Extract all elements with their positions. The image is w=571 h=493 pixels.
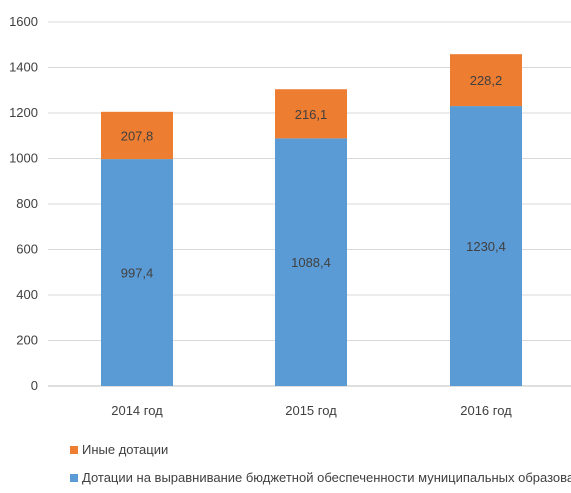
y-tick-label: 400: [16, 287, 38, 302]
y-axis: 0 200 400 600 800 1000 1200 1400 1600: [9, 14, 38, 393]
legend-item-other-subsidies: Иные дотации: [70, 442, 168, 457]
y-tick-label: 600: [16, 242, 38, 257]
legend-label-other: Иные дотации: [82, 442, 169, 457]
y-tick-label: 1600: [9, 14, 38, 29]
legend-label-equalization: Дотации на выравнивание бюджетной обеспе…: [82, 470, 571, 485]
x-tick-label: 2015 год: [285, 403, 337, 418]
y-tick-label: 800: [16, 196, 38, 211]
y-tick-label: 1400: [9, 60, 38, 75]
data-label: 228,2: [470, 73, 503, 88]
bars: 997,4 207,8 1088,4 216,1 1230,4 228,2: [101, 54, 522, 387]
y-tick-label: 1000: [9, 151, 38, 166]
legend-swatch-equalization: [70, 473, 78, 482]
bar-segment-equalization: [450, 106, 522, 387]
bar-segment-other: [450, 54, 522, 107]
y-tick-label: 0: [31, 378, 38, 393]
data-label: 1088,4: [291, 255, 331, 270]
legend-swatch-other: [70, 445, 78, 454]
bar-segment-other: [275, 89, 347, 139]
x-tick-label: 2016 год: [460, 403, 512, 418]
data-label: 216,1: [295, 107, 328, 122]
data-label: 207,8: [121, 128, 154, 143]
y-tick-label: 1200: [9, 105, 38, 120]
legend-item-equalization-subsidies: Дотации на выравнивание бюджетной обеспе…: [70, 470, 571, 485]
bar-segment-other: [101, 111, 173, 160]
bar-segment-equalization: [101, 159, 173, 386]
x-tick-label: 2014 год: [111, 403, 163, 418]
data-label: 997,4: [121, 266, 154, 281]
bar-segment-equalization: [275, 138, 347, 386]
x-axis: 2014 год 2015 год 2016 год: [111, 403, 512, 418]
data-label: 1230,4: [466, 239, 506, 254]
y-tick-label: 200: [16, 333, 38, 348]
